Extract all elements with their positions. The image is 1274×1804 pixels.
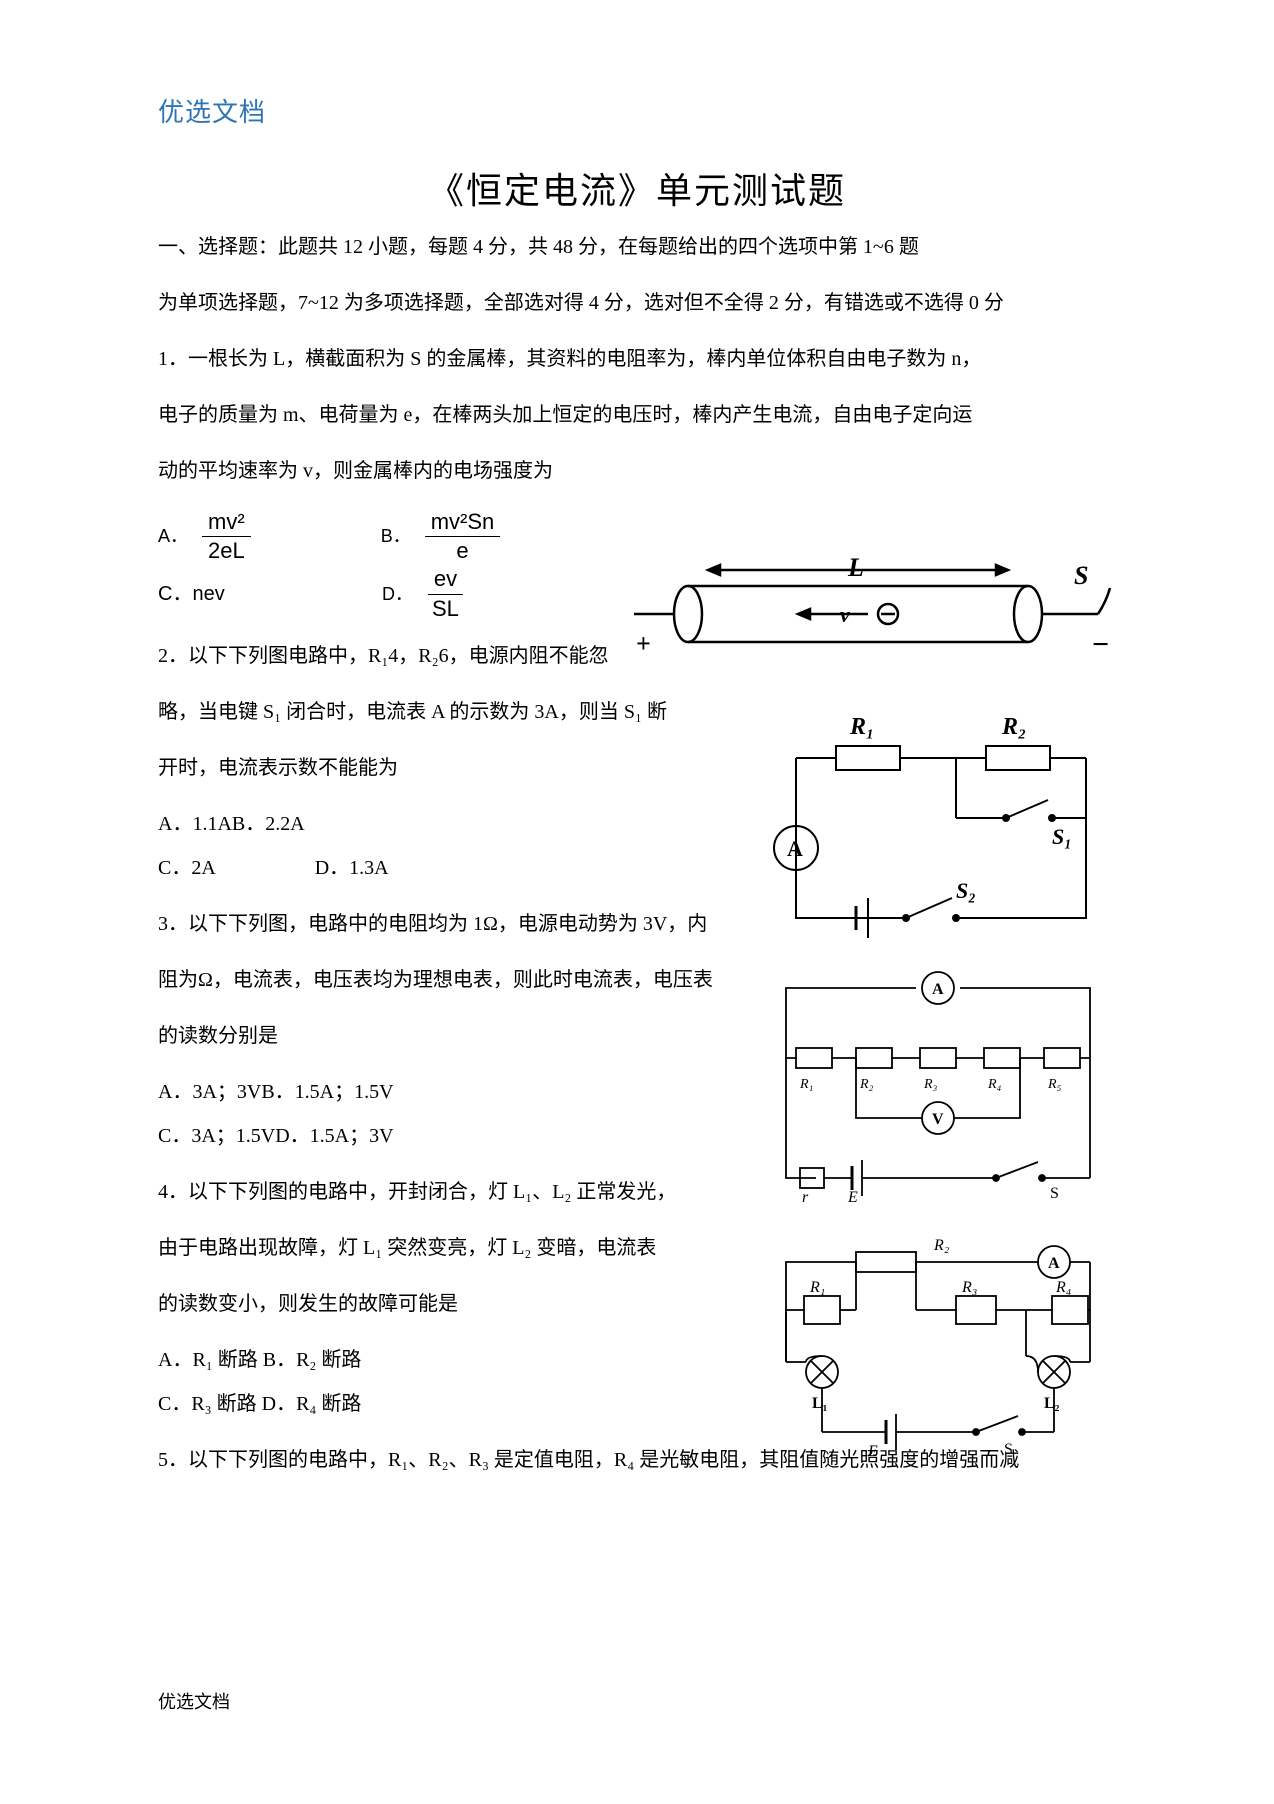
fig4-E: E [867,1443,878,1460]
q1-optA-num: mv² [202,510,251,537]
q1-optD-num: ev [428,567,463,594]
fig4-R1: R₁ [809,1279,825,1296]
intro-line-2: 为单项选择题，7~12 为多项选择题，全部选对得 4 分，选对但不全得 2 分，… [158,286,1116,320]
q1-optD-den: SL [426,595,465,621]
fig4-R3: R₃ [961,1279,977,1296]
fig2-circuit: A R₁ R₂ S₁ S₂ [756,698,1116,948]
q1-optA-label: A． [158,521,192,552]
q2-line2: 略，当电键 S₁ 闭合时，电流表 A 的示数为 3A，则当 S₁ 断 [158,695,718,729]
fig3-R2: R₂ [859,1077,874,1092]
q1-optA-frac: mv² 2eL [202,510,251,563]
fig2-S2: S₂ [956,878,976,903]
svg-text:−: − [1092,628,1109,661]
fig3-R1: R₁ [799,1077,813,1092]
q3-line3: 的读数分别是 [158,1019,768,1053]
q1-optD-label: D． [382,579,416,610]
fig3-V: V [932,1111,944,1128]
q1-line3: 动的平均速率为 v，则金属棒内的电场强度为 [158,454,1116,488]
q1-line1: 1．一根长为 L，横截面积为 S 的金属棒，其资料的电阻率为，棒内单位体积自由电… [158,342,1116,376]
q1-optD-frac: ev SL [426,567,465,620]
fig3-R4: R₄ [987,1077,1002,1092]
q1-optB-frac: mv²Sn e [425,510,501,563]
q2-optD: D．1.3A [315,857,389,879]
q2-optC: C．2A [158,857,215,879]
fig4-L2: L₂ [1044,1395,1060,1412]
q1-optB-den: e [450,537,474,563]
page-title: 《恒定电流》单元测试题 [0,162,1274,214]
q1-optC: C．nev [158,577,302,611]
q1-optB-num: mv²Sn [425,510,501,537]
fig4-S: S [1004,1441,1013,1458]
fig3-E: E [847,1189,858,1202]
fig4-circuit: R₁ R₂ R₃ R₄ A L₁ L₂ E S [756,1222,1120,1472]
fig3-S: S [1050,1185,1059,1202]
fig3-R3: R₃ [923,1077,938,1092]
fig3-circuit: A V R₁ R₂ R₃ R₄ R₅ r E S [756,958,1120,1202]
q4-line2: 由于电路出现故障，灯 L₁ 突然变亮，灯 L₂ 变暗，电流表 [158,1231,718,1265]
fig2-R2: R₂ [1001,714,1026,740]
fig2-A: A [787,836,803,861]
fig4-A: A [1048,1255,1060,1272]
fig2-R1: R₁ [849,714,874,740]
intro-line-1: 一、选择题：此题共 12 小题，每题 4 分，共 48 分，在每题给出的四个选项… [158,230,1116,264]
svg-text:+: + [636,629,651,658]
q2-line3: 开时，电流表示数不能能为 [158,751,718,785]
q4-line3: 的读数变小，则发生的故障可能是 [158,1287,718,1321]
page: 优选文档 《恒定电流》单元测试题 一、选择题：此题共 12 小题，每题 4 分，… [0,0,1274,1804]
header-label: 优选文档 [158,92,266,129]
footer-label: 优选文档 [158,1688,230,1714]
q1-line2: 电子的质量为 m、电荷量为 e，在棒两头加上恒定的电压时，棒内产生电流，自由电子… [158,398,1116,432]
fig2-S1: S₁ [1052,824,1072,849]
fig1-rod: + − L v S [628,554,1114,672]
fig1-S: S [1074,561,1088,590]
q1-optA-den: 2eL [202,537,251,563]
fig3-R5: R₅ [1047,1077,1062,1092]
fig3-r: r [802,1189,809,1202]
fig1-v: v [840,602,850,627]
fig1-L: L [847,554,864,582]
q3-line1: 3．以下下列图，电路中的电阻均为 1Ω，电源电动势为 3V，内 [158,907,768,941]
fig4-L1: L₁ [812,1395,828,1412]
q4-line1: 4．以下下列图的电路中，开封闭合，灯 L₁、L₂ 正常发光， [158,1175,718,1209]
fig4-R2: R₂ [933,1237,950,1254]
q3-line2: 阻为Ω，电流表，电压表均为理想电表，则此时电流表，电压表 [158,963,768,997]
fig3-A: A [932,981,944,998]
fig4-R4: R₄ [1055,1279,1071,1296]
q1-optB-label: B． [381,521,415,552]
